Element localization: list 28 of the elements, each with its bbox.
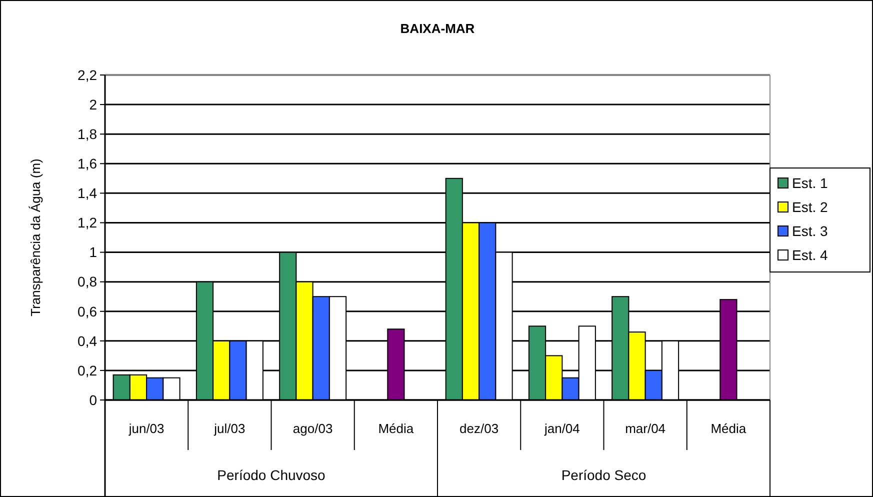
x-tick-label: jun/03 xyxy=(128,421,164,436)
legend-label: Est. 3 xyxy=(792,222,828,239)
text: Período Seco xyxy=(561,467,646,483)
y-tick-label: 1,2 xyxy=(78,214,98,231)
y-tick-label: 1,6 xyxy=(78,156,98,172)
y-tick-label: 2,2 xyxy=(78,66,98,83)
text: Período Chuvoso xyxy=(217,467,326,483)
y-tick-label: 0,8 xyxy=(78,274,98,290)
y-tick-label: 0,4 xyxy=(78,332,98,349)
x-tick-label: jan/04 xyxy=(543,421,580,436)
y-tick-label: 1,8 xyxy=(78,126,98,142)
y-tick-label: 0 xyxy=(89,392,98,408)
y-tick-label: 0,6 xyxy=(78,303,98,320)
x-tick-label: ago/03 xyxy=(292,421,333,436)
x-tick-label: Média xyxy=(378,421,414,436)
x-tick-label: jul/03 xyxy=(213,421,246,436)
y-tick-label: 2 xyxy=(89,96,98,112)
legend-label: Est. 2 xyxy=(792,198,828,215)
y-tick-label: 0,2 xyxy=(78,362,98,378)
legend-label: Est. 1 xyxy=(792,174,828,191)
y-tick-label: 1 xyxy=(89,244,98,260)
y-axis-title: Transparência da Água (m) xyxy=(28,158,43,316)
y-tick-label: 1,4 xyxy=(78,185,98,202)
chart-title: BAIXA-MAR xyxy=(400,21,476,36)
legend-label: Est. 4 xyxy=(792,246,828,263)
x-tick-label: dez/03 xyxy=(460,421,499,436)
x-tick-label: mar/04 xyxy=(625,421,666,436)
x-tick-label: Média xyxy=(710,421,747,436)
